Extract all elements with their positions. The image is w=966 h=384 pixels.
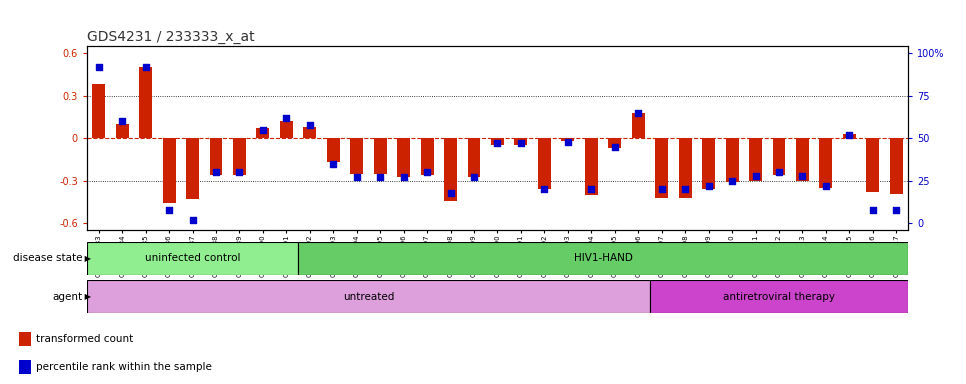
- Point: [818, 183, 834, 189]
- Point: [724, 178, 740, 184]
- Bar: [444, 138, 457, 200]
- Point: [513, 140, 528, 146]
- Point: [114, 118, 129, 124]
- Bar: [773, 138, 785, 175]
- Point: [560, 139, 576, 145]
- Bar: [374, 138, 386, 174]
- Bar: [515, 138, 527, 145]
- Point: [419, 169, 435, 175]
- Text: ▶: ▶: [82, 254, 91, 263]
- Bar: [796, 138, 809, 181]
- Bar: [561, 138, 575, 141]
- Point: [607, 144, 622, 150]
- Point: [490, 140, 505, 146]
- Bar: [139, 67, 152, 138]
- Point: [278, 115, 294, 121]
- Point: [889, 207, 904, 213]
- Bar: [351, 138, 363, 174]
- Text: transformed count: transformed count: [37, 334, 133, 344]
- Point: [583, 186, 599, 192]
- Point: [396, 174, 412, 180]
- Point: [748, 172, 763, 179]
- Bar: [679, 138, 692, 198]
- Point: [373, 174, 388, 180]
- Bar: [702, 138, 715, 189]
- Bar: [420, 138, 434, 175]
- Point: [866, 207, 881, 213]
- Text: percentile rank within the sample: percentile rank within the sample: [37, 362, 213, 372]
- Point: [795, 172, 810, 179]
- Point: [701, 183, 717, 189]
- Bar: [397, 138, 411, 177]
- Point: [631, 110, 646, 116]
- Point: [326, 161, 341, 167]
- Point: [771, 169, 786, 175]
- Bar: [749, 138, 762, 181]
- Point: [654, 186, 669, 192]
- Point: [537, 186, 553, 192]
- Bar: [867, 138, 879, 192]
- Bar: [650, 280, 908, 313]
- Text: HIV1-HAND: HIV1-HAND: [574, 253, 633, 263]
- Bar: [725, 138, 739, 182]
- Point: [841, 132, 857, 138]
- Bar: [256, 128, 270, 138]
- Bar: [186, 138, 199, 199]
- Bar: [491, 138, 504, 145]
- Point: [467, 174, 482, 180]
- Point: [255, 127, 270, 133]
- Bar: [19, 360, 32, 374]
- Bar: [538, 138, 551, 189]
- Text: agent: agent: [52, 291, 82, 302]
- Point: [138, 64, 154, 70]
- Bar: [87, 242, 298, 275]
- Bar: [303, 127, 316, 138]
- Bar: [92, 84, 105, 138]
- Bar: [280, 121, 293, 138]
- Point: [349, 174, 364, 180]
- Bar: [632, 113, 644, 138]
- Bar: [87, 280, 650, 313]
- Bar: [298, 242, 908, 275]
- Bar: [468, 138, 480, 177]
- Point: [302, 122, 318, 128]
- Text: ▶: ▶: [82, 292, 91, 301]
- Bar: [19, 333, 32, 346]
- Point: [185, 217, 200, 223]
- Text: untreated: untreated: [343, 291, 394, 302]
- Text: disease state: disease state: [13, 253, 82, 263]
- Point: [209, 169, 224, 175]
- Bar: [210, 138, 222, 175]
- Point: [91, 64, 106, 70]
- Bar: [327, 138, 340, 162]
- Point: [442, 190, 458, 196]
- Bar: [162, 138, 176, 204]
- Point: [161, 207, 177, 213]
- Point: [232, 169, 247, 175]
- Text: GDS4231 / 233333_x_at: GDS4231 / 233333_x_at: [87, 30, 255, 44]
- Bar: [819, 138, 833, 188]
- Bar: [116, 124, 128, 138]
- Bar: [233, 138, 246, 175]
- Text: uninfected control: uninfected control: [145, 253, 241, 263]
- Bar: [843, 134, 856, 138]
- Bar: [584, 138, 598, 195]
- Bar: [655, 138, 668, 198]
- Point: [677, 186, 693, 192]
- Bar: [609, 138, 621, 148]
- Bar: [890, 138, 903, 194]
- Text: antiretroviral therapy: antiretroviral therapy: [723, 291, 835, 302]
